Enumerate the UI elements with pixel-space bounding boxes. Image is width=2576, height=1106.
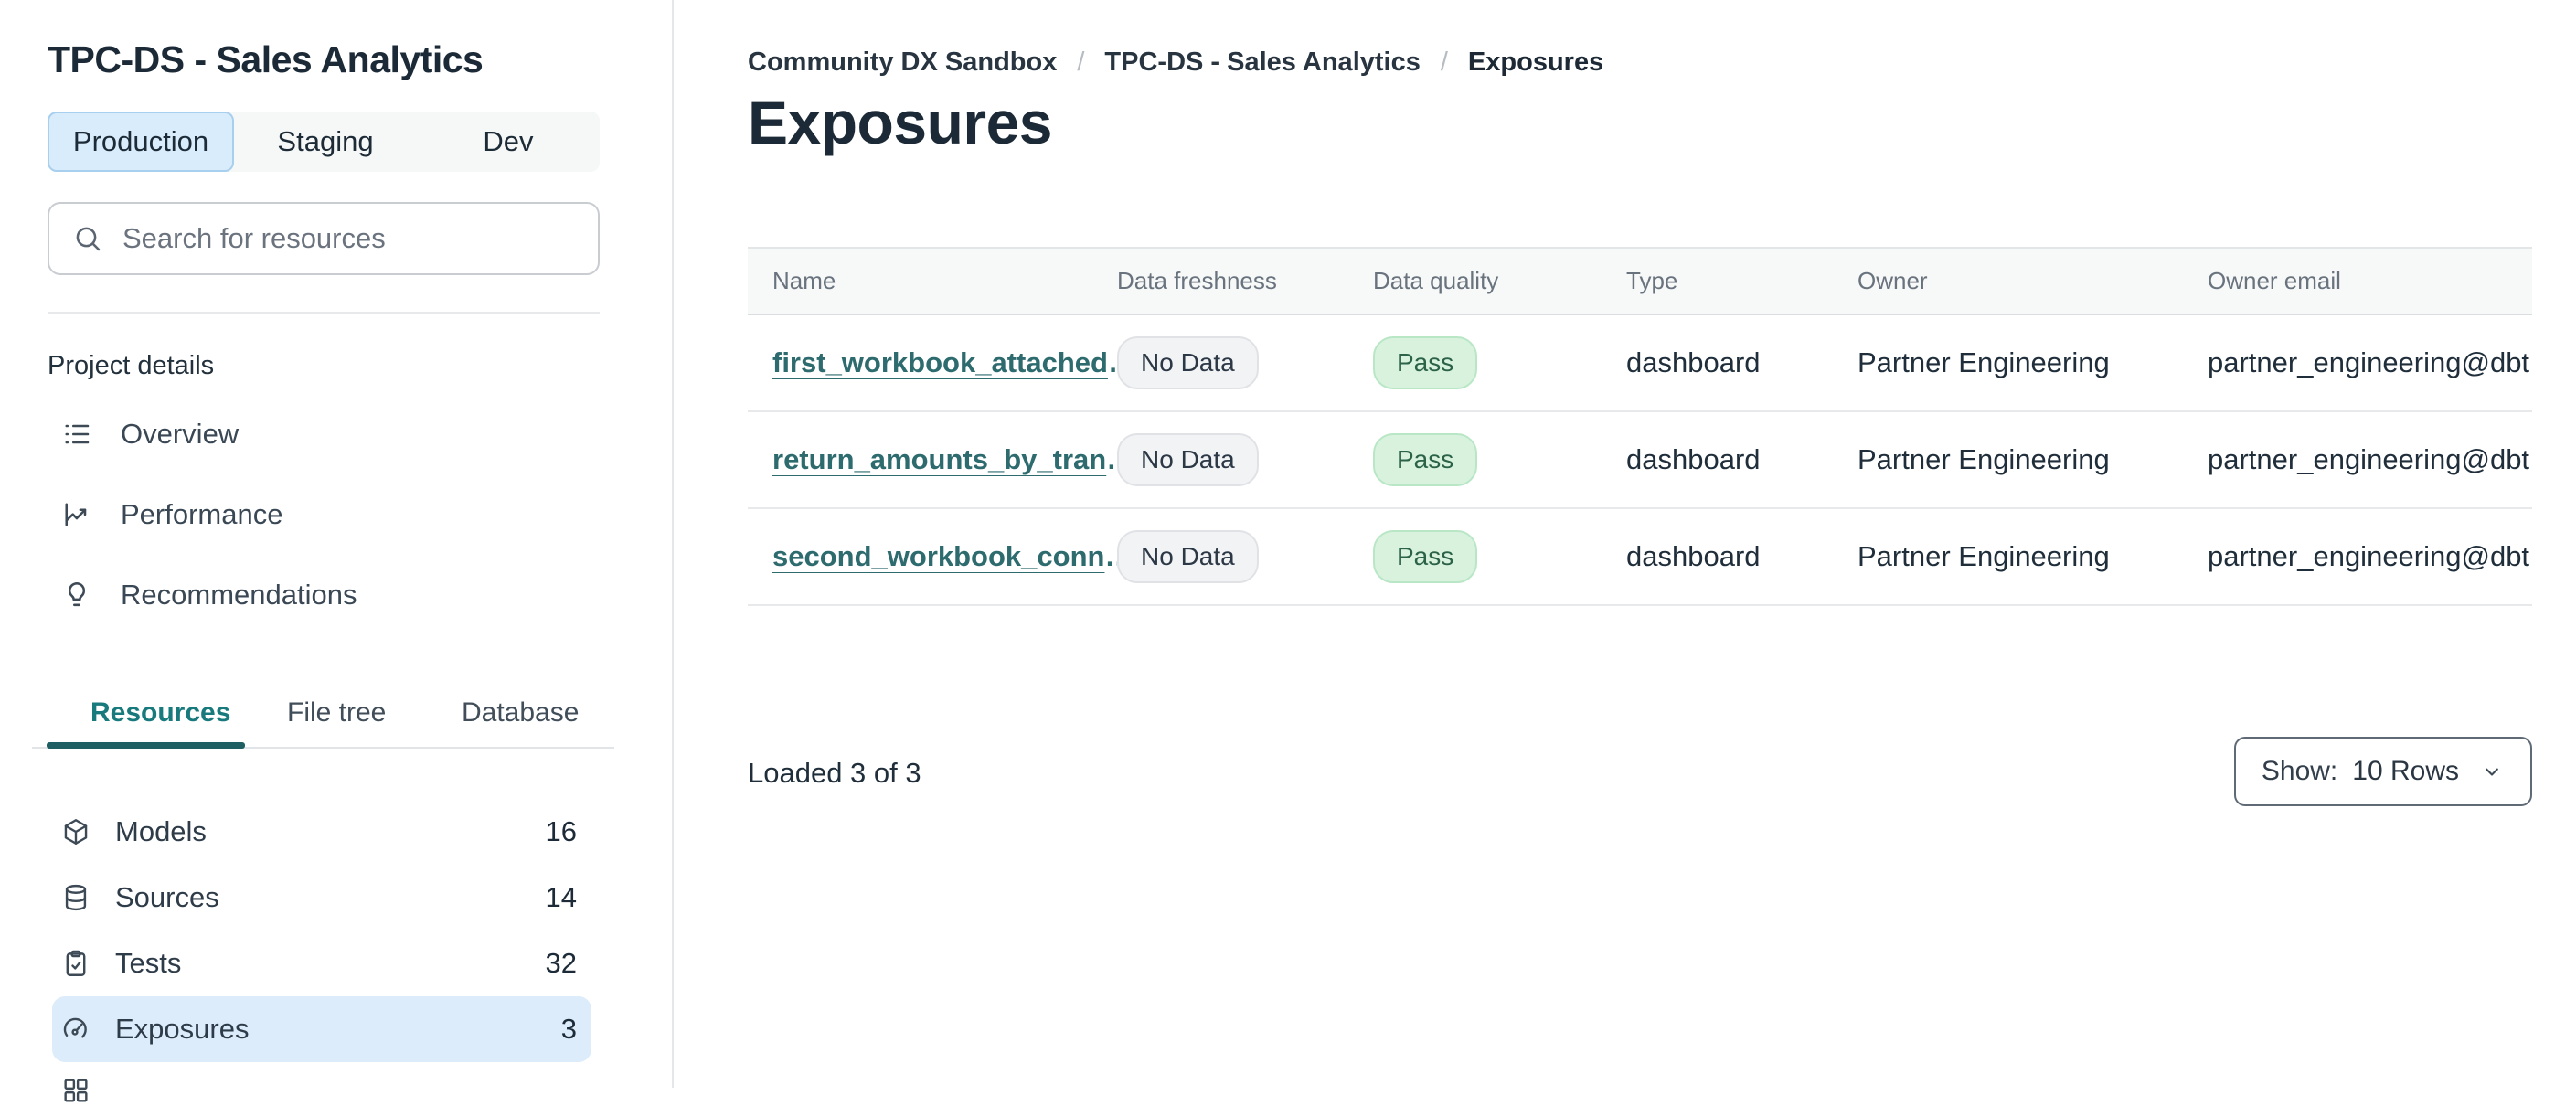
resource-tabs-active-indicator <box>47 742 245 749</box>
owner-cell: Partner Engineering <box>1857 540 2110 572</box>
owner-email-cell: partner_engineering@dbt… <box>2208 540 2532 572</box>
freshness-badge: No Data <box>1117 336 1259 389</box>
tab-resources[interactable]: Resources <box>90 697 231 728</box>
breadcrumb: Community DX Sandbox / TPC-DS - Sales An… <box>748 48 1603 78</box>
table-row: return_amounts_by_tran… No Data Pass das… <box>748 412 2532 509</box>
show-value: 10 Rows <box>2352 756 2459 786</box>
sources-count: 14 <box>545 881 577 913</box>
models-count: 16 <box>545 815 577 847</box>
sidebar-item-sources[interactable]: Sources 14 <box>52 865 591 931</box>
column-header-owner: Owner <box>1857 267 1928 294</box>
loaded-status: Loaded 3 of 3 <box>748 757 921 789</box>
page-title: Exposures <box>748 89 1052 156</box>
breadcrumb-account[interactable]: Community DX Sandbox <box>748 48 1058 77</box>
owner-cell: Partner Engineering <box>1857 346 2110 378</box>
sidebar-item-exposures[interactable]: Exposures 3 <box>52 996 591 1062</box>
breadcrumb-project[interactable]: TPC-DS - Sales Analytics <box>1104 48 1421 77</box>
owner-cell: Partner Engineering <box>1857 443 2110 475</box>
chevron-down-icon <box>2479 759 2505 784</box>
cube-icon <box>60 816 91 847</box>
environment-tabs: Production Staging Dev <box>48 112 600 172</box>
breadcrumb-separator: / <box>1440 48 1448 77</box>
freshness-badge: No Data <box>1117 530 1259 583</box>
breadcrumb-separator: / <box>1077 48 1085 77</box>
search-input[interactable] <box>122 222 576 255</box>
search-icon <box>71 222 104 255</box>
resource-search[interactable] <box>48 202 600 275</box>
exposure-link[interactable]: second_workbook_conn… <box>772 540 1117 572</box>
resource-tabs-track <box>32 747 614 749</box>
column-header-data-quality: Data quality <box>1373 267 1499 294</box>
breadcrumb-current: Exposures <box>1467 48 1604 77</box>
tab-database[interactable]: Database <box>462 697 580 728</box>
tests-count: 32 <box>545 947 577 979</box>
tab-staging[interactable]: Staging <box>277 125 374 157</box>
lightbulb-icon <box>60 579 93 611</box>
tab-file-tree[interactable]: File tree <box>287 697 387 728</box>
rows-per-page-select[interactable]: Show: 10 Rows <box>2233 737 2532 806</box>
owner-email-cell: partner_engineering@dbt… <box>2208 346 2532 378</box>
sidebar: TPC-DS - Sales Analytics Production Stag… <box>0 0 674 1102</box>
clipboard-check-icon <box>60 948 91 979</box>
exposure-link[interactable]: return_amounts_by_tran… <box>772 443 1117 475</box>
exposures-count: 3 <box>560 1013 577 1045</box>
project-title: TPC-DS - Sales Analytics <box>48 38 484 80</box>
tab-dev[interactable]: Dev <box>483 125 534 157</box>
column-header-type: Type <box>1626 267 1678 294</box>
type-cell: dashboard <box>1626 443 1761 475</box>
sidebar-divider <box>48 312 600 314</box>
line-chart-icon <box>60 498 93 531</box>
type-cell: dashboard <box>1626 346 1761 378</box>
show-label: Show: <box>2261 756 2338 786</box>
project-details-label: Project details <box>48 351 215 380</box>
sidebar-item-performance[interactable]: Performance <box>60 495 282 535</box>
gauge-icon <box>60 1014 91 1045</box>
owner-email-cell: partner_engineering@dbt… <box>2208 443 2532 475</box>
list-icon <box>60 418 93 451</box>
quality-badge: Pass <box>1373 336 1478 389</box>
column-header-owner-email: Owner email <box>2208 267 2341 294</box>
table-row: second_workbook_conn… No Data Pass dashb… <box>748 509 2532 606</box>
main-content: Community DX Sandbox / TPC-DS - Sales An… <box>676 0 2576 1088</box>
sidebar-item-recommendations[interactable]: Recommendations <box>60 575 357 615</box>
grid-icon <box>60 1075 91 1106</box>
exposure-link[interactable]: first_workbook_attached… <box>772 346 1117 378</box>
tab-production[interactable]: Production <box>48 112 234 172</box>
database-icon <box>60 882 91 913</box>
quality-badge: Pass <box>1373 530 1478 583</box>
sidebar-item-overview[interactable]: Overview <box>60 414 239 454</box>
quality-badge: Pass <box>1373 433 1478 486</box>
column-header-name: Name <box>772 267 836 294</box>
type-cell: dashboard <box>1626 540 1761 572</box>
sidebar-item-models[interactable]: Models 16 <box>52 799 591 865</box>
sidebar-item-tests[interactable]: Tests 32 <box>52 931 591 996</box>
exposures-table: Name Data freshness Data quality Type Ow… <box>748 247 2532 606</box>
freshness-badge: No Data <box>1117 433 1259 486</box>
column-header-data-freshness: Data freshness <box>1117 267 1277 294</box>
table-header-row: Name Data freshness Data quality Type Ow… <box>748 247 2532 315</box>
table-row: first_workbook_attached… No Data Pass da… <box>748 315 2532 412</box>
